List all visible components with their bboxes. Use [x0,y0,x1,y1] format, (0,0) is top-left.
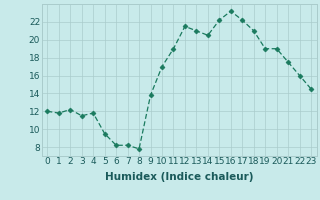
X-axis label: Humidex (Indice chaleur): Humidex (Indice chaleur) [105,172,253,182]
